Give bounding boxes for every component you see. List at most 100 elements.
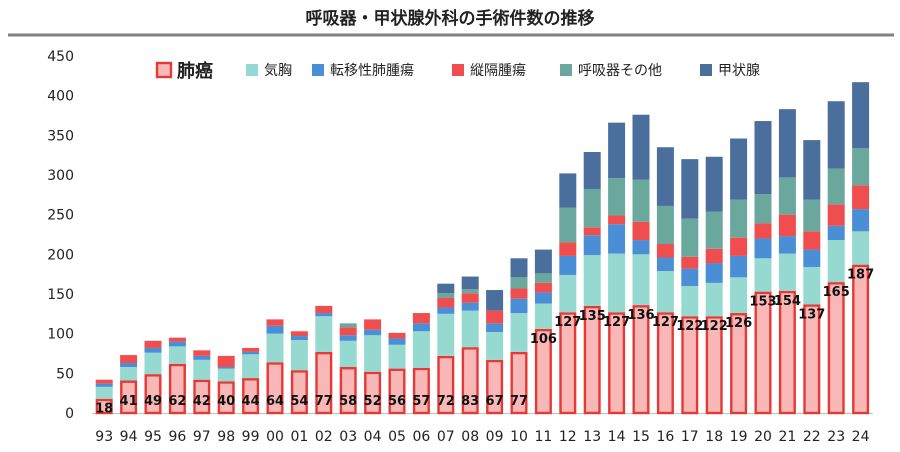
- bar-segment: [583, 255, 601, 306]
- bar-segment: [656, 257, 674, 271]
- bar-segment: [437, 355, 455, 415]
- bar-segment: [437, 313, 455, 356]
- bar-segment: [705, 282, 723, 317]
- bar-segment: [608, 312, 626, 415]
- data-label: 54: [290, 394, 308, 409]
- data-label: 64: [266, 394, 284, 409]
- bar-segment: [730, 237, 748, 256]
- legend-label: 肺癌: [177, 60, 213, 82]
- bar-segment: [461, 289, 479, 294]
- legend-swatch: [560, 64, 572, 76]
- bar-segment: [510, 298, 528, 314]
- data-label: 77: [510, 394, 528, 409]
- bar-segment: [705, 316, 723, 415]
- bar-segment: [437, 297, 455, 308]
- data-label: 106: [530, 332, 557, 347]
- bar-segment: [412, 331, 430, 368]
- data-label: 127: [603, 315, 630, 330]
- bar-segment: [120, 366, 138, 381]
- bar-segment: [144, 352, 162, 375]
- data-label: 122: [676, 319, 703, 334]
- data-label: 49: [144, 394, 162, 409]
- bar-segment: [461, 302, 479, 311]
- bar-segment: [730, 277, 748, 314]
- bar-segment: [827, 204, 845, 226]
- x-tick-label: 22: [803, 429, 821, 445]
- bar-segment: [632, 305, 650, 415]
- bar-segment: [290, 340, 308, 371]
- bar-segment: [608, 178, 626, 216]
- data-label: 56: [388, 394, 406, 409]
- bar-segment: [852, 209, 870, 232]
- legend-label: 甲状腺: [718, 63, 760, 79]
- bar-segment: [681, 316, 699, 415]
- legend-label: 縦隔腫瘍: [470, 62, 526, 79]
- bar-segment: [242, 378, 260, 415]
- x-tick-label: 02: [315, 429, 333, 445]
- bar-segment: [193, 350, 211, 356]
- bar-segment: [486, 310, 504, 324]
- x-tick-label: 13: [583, 429, 601, 445]
- value-labels: 18 41 49 62 42 40 44 64 54 77 58 52 56 57 72 83 67 77 106 1…: [95, 268, 874, 417]
- bar-segment: [193, 379, 211, 415]
- legend: 肺癌 気胸 転移性肺腫瘍 縦隔腫瘍 呼吸器その他 甲状腺: [155, 60, 760, 82]
- bar-segment: [705, 211, 723, 249]
- bar-segment: [559, 312, 577, 415]
- bar-segment: [705, 263, 723, 283]
- x-tick-label: 14: [608, 429, 626, 445]
- legend-swatch: [312, 64, 324, 76]
- bar-segment: [632, 221, 650, 241]
- bar-segment: [339, 327, 357, 336]
- bar-segment: [803, 231, 821, 250]
- bar-segment: [412, 323, 430, 332]
- x-tick-label: 11: [534, 429, 552, 445]
- bar-segment: [705, 156, 723, 212]
- bar-segment: [144, 340, 162, 348]
- bar-segment: [583, 151, 601, 190]
- bar-segment: [730, 255, 748, 278]
- bar-segment: [315, 313, 333, 317]
- bar-segment: [803, 304, 821, 415]
- x-tick-label: 21: [778, 429, 796, 445]
- data-label: 52: [364, 394, 382, 409]
- data-label: 135: [579, 309, 606, 324]
- bar-segment: [242, 354, 260, 379]
- x-tick-label: 03: [339, 429, 357, 445]
- bar-segment: [852, 264, 870, 415]
- bar-segment: [461, 293, 479, 303]
- y-tick-label: 250: [47, 208, 74, 224]
- bar-segment: [559, 274, 577, 313]
- bar-segment: [120, 355, 138, 364]
- bar-segment: [852, 82, 870, 149]
- data-label: 122: [701, 319, 728, 334]
- bar-segment: [534, 292, 552, 304]
- legend-swatch: [155, 61, 173, 79]
- bar-segment: [95, 398, 113, 415]
- bar-segment: [656, 244, 674, 258]
- bar-segment: [168, 346, 186, 364]
- bar-segment: [339, 335, 357, 341]
- y-tick-label: 350: [47, 128, 74, 144]
- y-tick-label: 450: [47, 49, 74, 65]
- bar-segment: [803, 267, 821, 305]
- bar-segment: [534, 328, 552, 415]
- data-label: 83: [461, 394, 479, 409]
- bar-segment: [656, 312, 674, 415]
- bar-segment: [510, 258, 528, 278]
- bar-segment: [827, 282, 845, 415]
- data-label: 18: [95, 402, 113, 417]
- bar-segment: [681, 159, 699, 219]
- x-tick-label: 94: [120, 429, 138, 445]
- bar-segment: [656, 147, 674, 206]
- x-tick-label: 16: [656, 429, 674, 445]
- bar-segment: [534, 303, 552, 329]
- bar-segment: [242, 351, 260, 355]
- x-tick-label: 98: [217, 429, 235, 445]
- bar-segment: [437, 307, 455, 314]
- bar-segment: [290, 336, 308, 341]
- x-tick-label: 05: [388, 429, 406, 445]
- bar-segment: [754, 194, 772, 224]
- bar-segment: [681, 268, 699, 287]
- bar-segment: [486, 323, 504, 333]
